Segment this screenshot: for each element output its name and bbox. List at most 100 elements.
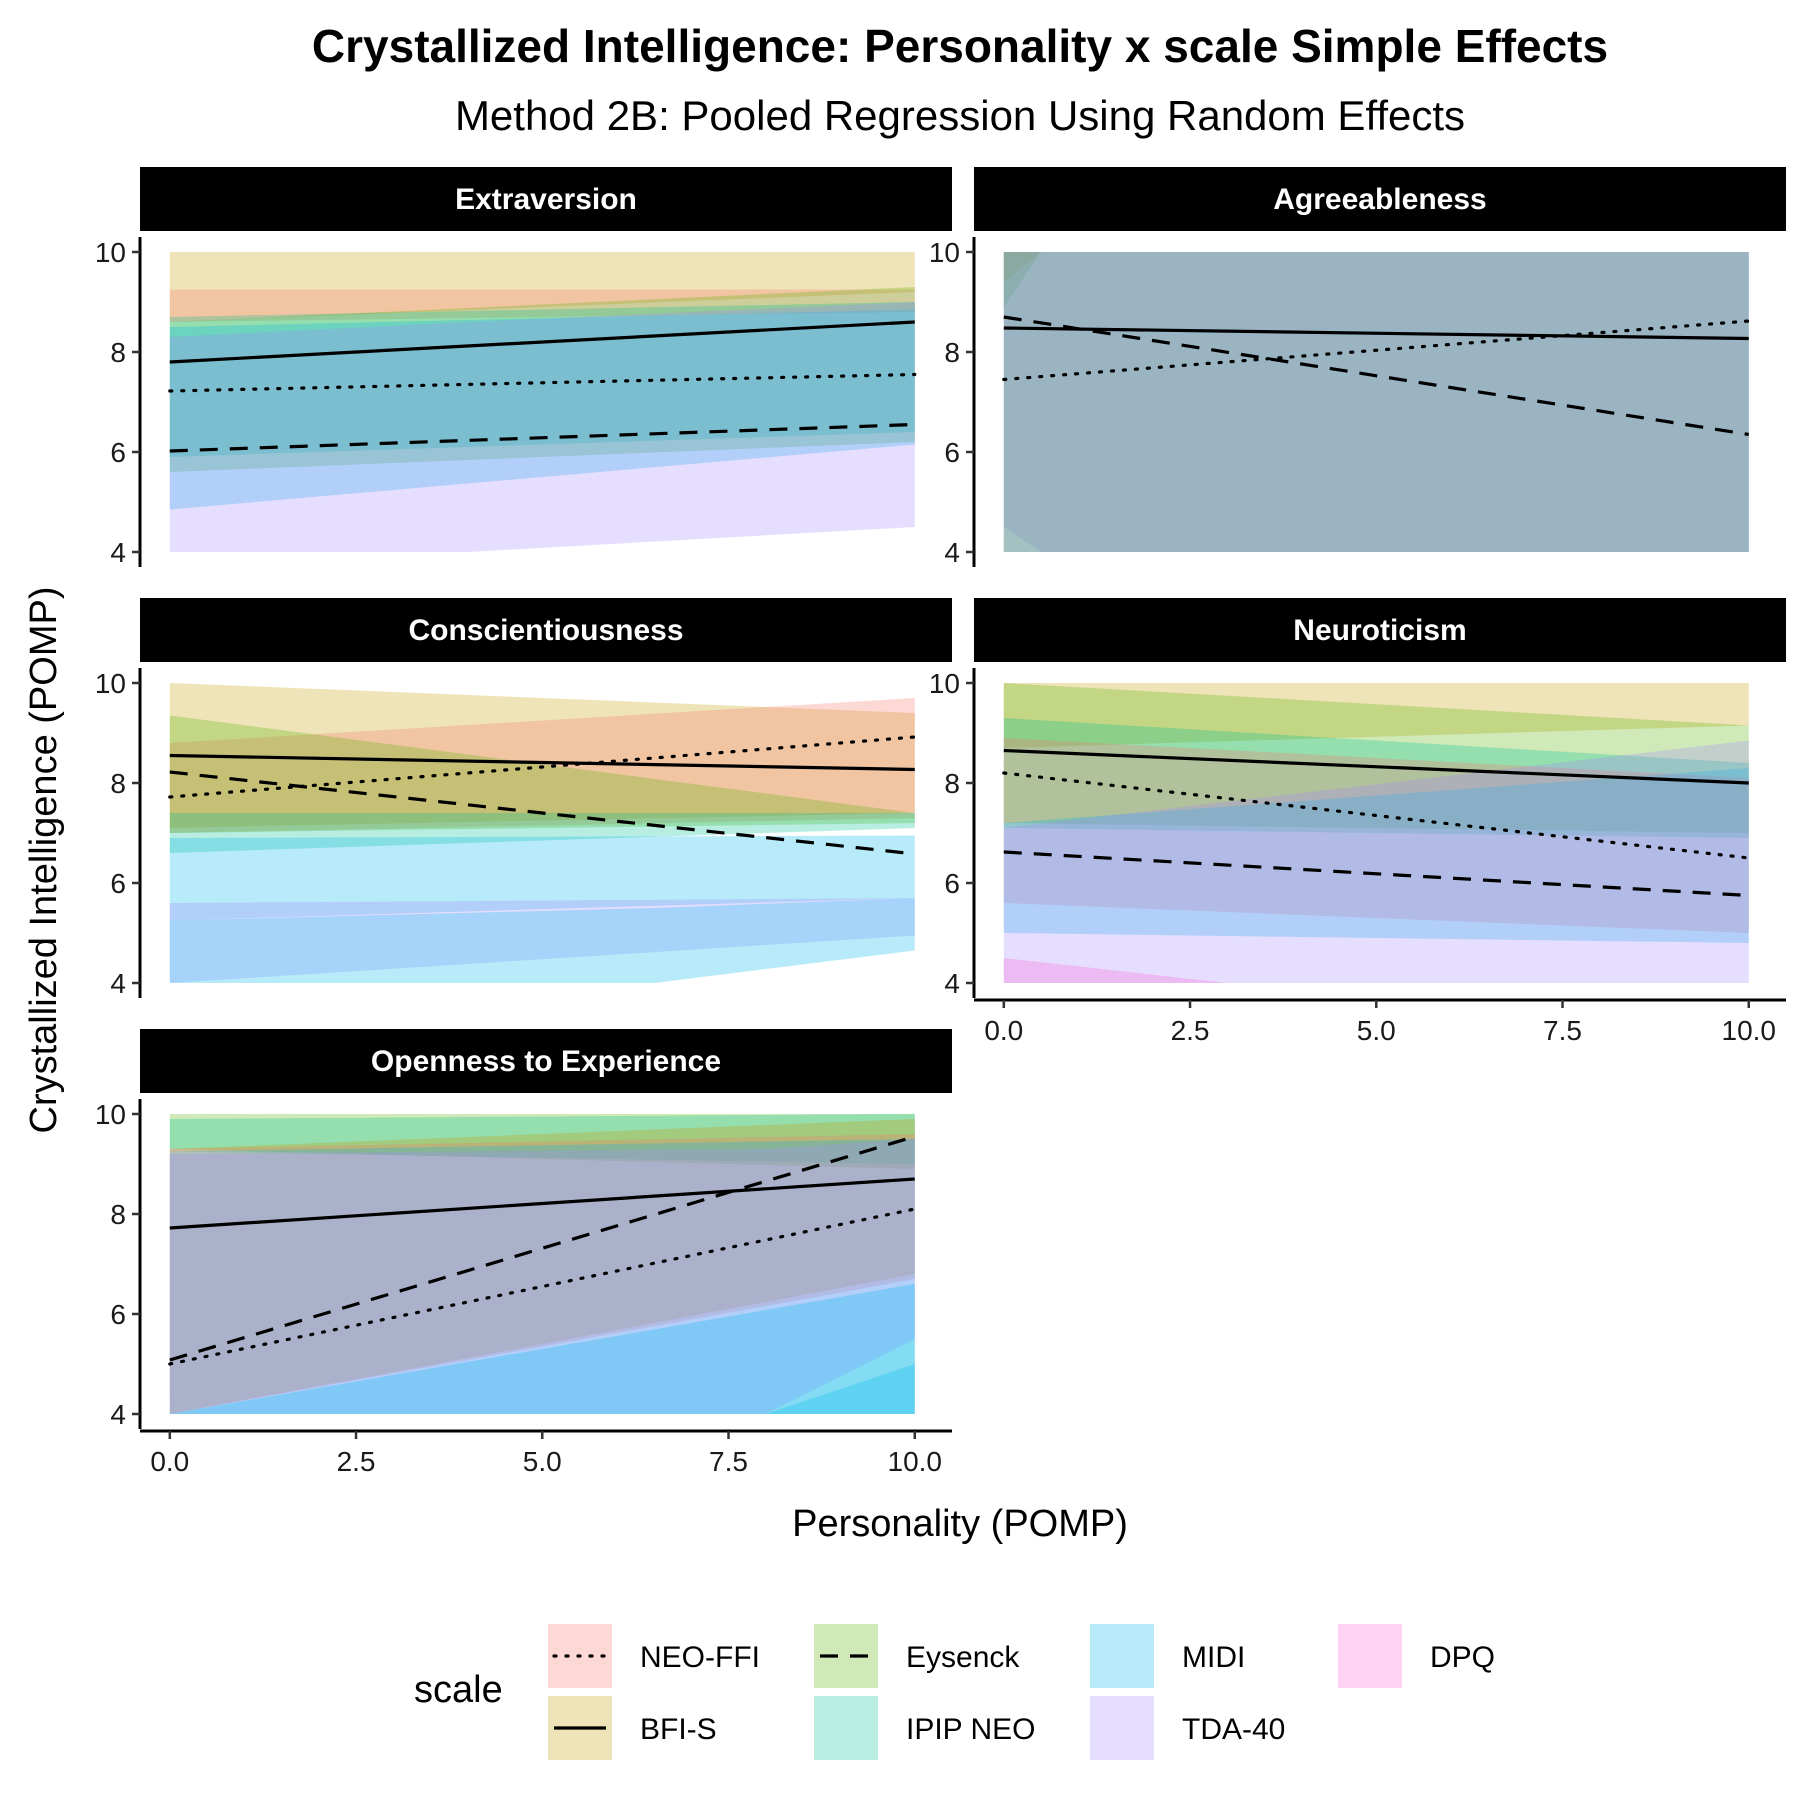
y-tick-label-extraversion-1: 6 — [110, 437, 126, 468]
legend-item-ipip-neo: IPIP NEO — [814, 1696, 1036, 1760]
legend-label-bfi-s: BFI-S — [640, 1713, 717, 1746]
legend-title: scale — [414, 1669, 503, 1711]
y-tick-label-agreeableness-0: 4 — [944, 537, 960, 568]
legend-label-tda-40: TDA-40 — [1182, 1713, 1285, 1746]
strip-label-openness-to-experience: Openness to Experience — [371, 1045, 721, 1078]
ribbon-agreeableness-ipip-neo-3 — [1003, 252, 1749, 552]
x-tick-label-neuroticism-2: 5.0 — [1357, 1015, 1396, 1046]
ribbon-conscientiousness-tda-40-5 — [169, 898, 915, 983]
ribbon-extraversion-neo-ffi-1 — [169, 289, 915, 322]
ribbon-neuroticism-tda-40-5 — [1003, 740, 1749, 983]
legend-item-dpq: DPQ — [1338, 1624, 1495, 1688]
ribbon-extraversion-bfi-s-0 — [169, 252, 915, 322]
ribbon-neuroticism-bfi-s-0 — [1003, 683, 1749, 748]
x-tick-label-openness-to-experience-1: 2.5 — [337, 1446, 376, 1477]
x-tick-label-openness-to-experience-2: 5.0 — [523, 1446, 562, 1477]
ribbon-neuroticism-eysenck-1 — [1003, 683, 1749, 833]
y-tick-label-agreeableness-1: 6 — [944, 437, 960, 468]
x-tick-label-neuroticism-4: 10.0 — [1722, 1015, 1777, 1046]
panel-extraversion: Extraversion 4 6 8 10 — [95, 167, 952, 568]
plot-area-conscientiousness — [168, 683, 917, 983]
y-axis-title: Crystallized Intelligence (POMP) — [23, 587, 65, 1134]
line-conscientiousness-eysenck — [169, 770, 915, 856]
plot-area-agreeableness — [1002, 252, 1751, 552]
ribbon-openness-to-experience-ipip-neo-1 — [169, 1114, 915, 1164]
legend-key-dpq — [1338, 1624, 1402, 1688]
ribbon-conscientiousness-midi-4 — [169, 835, 915, 921]
legend-item-bfi-s: BFI-S — [548, 1696, 717, 1760]
x-tick-label-openness-to-experience-4: 10.0 — [888, 1446, 943, 1477]
y-tick-label-conscientiousness-1: 6 — [110, 868, 126, 899]
ribbon-agreeableness-midi-4 — [1003, 252, 1749, 552]
line-extraversion-bfi-s — [169, 320, 915, 364]
y-tick-label-openness-to-experience-1: 6 — [110, 1299, 126, 1330]
ribbon-agreeableness-tda-40-2 — [1003, 252, 1749, 552]
ribbon-openness-to-experience-midi-4 — [169, 1139, 915, 1414]
y-tick-label-conscientiousness-0: 4 — [110, 968, 126, 999]
legend-item-tda-40: TDA-40 — [1090, 1696, 1285, 1760]
line-openness-to-experience-eysenck — [169, 1134, 916, 1362]
y-tick-label-neuroticism-3: 10 — [929, 668, 960, 699]
line-conscientiousness-neo-ffi — [168, 735, 917, 799]
line-conscientiousness-bfi-s — [169, 753, 915, 772]
legend-item-neo-ffi: NEO-FFI — [548, 1624, 760, 1688]
y-tick-label-extraversion-2: 8 — [110, 337, 126, 368]
ribbon-openness-to-experience-tda-40-5 — [169, 1139, 915, 1414]
strip-neuroticism — [974, 598, 1786, 662]
ribbon-neuroticism-neo-ffi-3 — [1003, 738, 1749, 933]
y-tick-label-openness-to-experience-2: 8 — [110, 1199, 126, 1230]
strip-conscientiousness — [140, 598, 952, 662]
legend-label-midi: MIDI — [1182, 1641, 1245, 1674]
panel-openness-to-experience: Openness to Experience 4 6 8 10 0.0 2.5 5.0 7.5 1… — [95, 1029, 952, 1477]
line-agreeableness-neo-ffi — [1002, 319, 1751, 382]
panel-neuroticism: Neuroticism 4 6 8 10 0.0 2.5 5.0 7.5 10.0 — [929, 598, 1786, 1046]
strip-openness-to-experience — [140, 1029, 952, 1093]
legend-item-eysenck: Eysenck — [814, 1624, 1020, 1688]
y-tick-label-conscientiousness-2: 8 — [110, 768, 126, 799]
x-tick-label-openness-to-experience-3: 7.5 — [709, 1446, 748, 1477]
line-neuroticism-eysenck — [1003, 850, 1749, 898]
ribbon-openness-to-experience-midi-7 — [169, 1364, 915, 1414]
chart-subtitle: Method 2B: Pooled Regression Using Rando… — [455, 92, 1465, 139]
ribbon-extraversion-tda-40-5 — [169, 302, 915, 552]
facet-panels: Extraversion46810Agreeableness46810Consc… — [95, 167, 1786, 1477]
strip-label-agreeableness: Agreeableness — [1273, 183, 1486, 216]
legend-key-tda-40 — [1090, 1696, 1154, 1760]
y-tick-label-agreeableness-3: 10 — [929, 237, 960, 268]
ribbon-conscientiousness-eysenck-2 — [169, 715, 915, 833]
line-extraversion-eysenck — [169, 422, 915, 453]
x-tick-label-neuroticism-0: 0.0 — [984, 1015, 1023, 1046]
legend-label-eysenck: Eysenck — [906, 1641, 1020, 1674]
ribbon-openness-to-experience-eysenck-0 — [169, 1114, 915, 1169]
legend-item-midi: MIDI — [1090, 1624, 1245, 1688]
y-tick-label-extraversion-3: 10 — [95, 237, 126, 268]
line-agreeableness-eysenck — [1003, 315, 1750, 437]
panel-conscientiousness: Conscientiousness 4 6 8 10 — [95, 598, 952, 999]
ribbon-neuroticism-ipip-neo-2 — [1003, 718, 1749, 838]
strip-label-conscientiousness: Conscientiousness — [408, 614, 683, 647]
y-tick-label-neuroticism-2: 8 — [944, 768, 960, 799]
strip-extraversion — [140, 167, 952, 231]
ribbon-agreeableness-neo-ffi-5 — [1003, 252, 1749, 552]
legend-key-midi — [1090, 1624, 1154, 1688]
plot-area-extraversion — [168, 252, 917, 552]
line-openness-to-experience-bfi-s — [169, 1177, 915, 1230]
legend-label-neo-ffi: NEO-FFI — [640, 1641, 760, 1674]
y-tick-label-neuroticism-1: 6 — [944, 868, 960, 899]
chart-title: Crystallized Intelligence: Personality x… — [312, 20, 1608, 72]
plot-area-neuroticism — [1002, 683, 1751, 983]
strip-label-extraversion: Extraversion — [455, 183, 637, 216]
x-tick-label-neuroticism-3: 7.5 — [1543, 1015, 1582, 1046]
ribbon-conscientiousness-midi-6 — [169, 898, 915, 983]
ribbon-extraversion-midi-4 — [169, 309, 915, 510]
y-tick-label-openness-to-experience-3: 10 — [95, 1099, 126, 1130]
strip-agreeableness — [974, 167, 1786, 231]
panel-agreeableness: Agreeableness 4 6 8 10 — [929, 167, 1786, 568]
legend-key-ipip-neo — [814, 1696, 878, 1760]
x-tick-label-neuroticism-1: 2.5 — [1171, 1015, 1210, 1046]
y-tick-label-neuroticism-0: 4 — [944, 968, 960, 999]
y-tick-label-extraversion-0: 4 — [110, 537, 126, 568]
y-tick-label-conscientiousness-3: 10 — [95, 668, 126, 699]
ribbon-conscientiousness-ipip-neo-3 — [169, 813, 915, 853]
ribbon-openness-to-experience-neo-ffi-3 — [169, 1134, 915, 1414]
